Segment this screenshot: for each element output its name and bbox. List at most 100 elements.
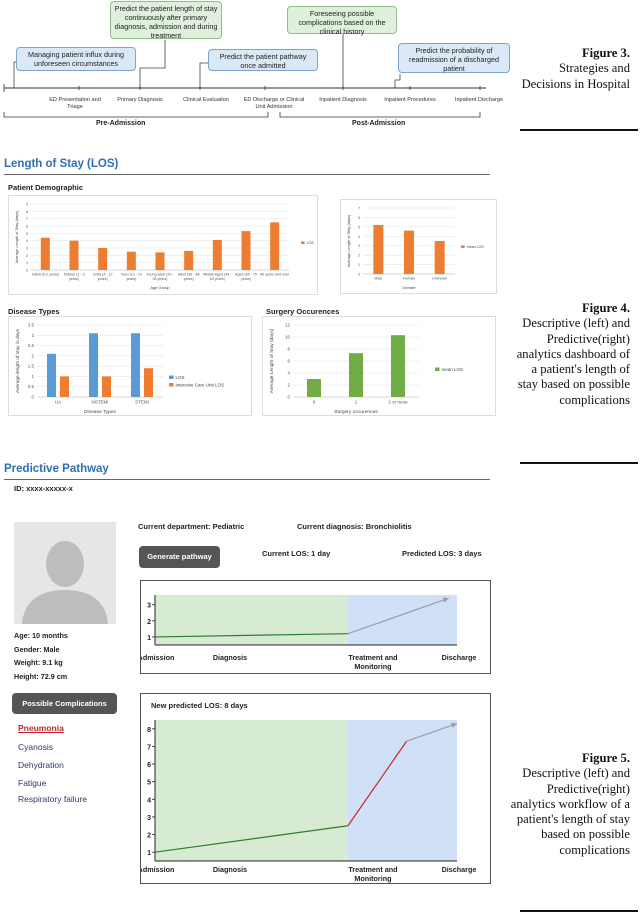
y-tick-label: 2.5 [28, 343, 35, 348]
y-tick-label: 1 [26, 261, 28, 265]
y-tick-label: 4 [147, 797, 151, 804]
age-los-chart: 0 1 2 3 4 5 6 7 8 9 Infant (0-2 years) Toddler (1 -… [14, 203, 314, 291]
x-tick-label: Adult (36 - 48 [178, 273, 200, 277]
y-axis-label: Average length of stay in days [15, 328, 21, 393]
y-tick-label: 1 [147, 635, 151, 642]
y-tick-label: 2 [31, 353, 34, 358]
stage-label: Admission [141, 865, 174, 874]
y-tick-label: 3 [147, 815, 151, 822]
y-tick-label: 5 [26, 232, 28, 236]
y-tick-label: 6 [26, 225, 28, 229]
pre-admission-label: Pre-Admission [96, 120, 146, 127]
pathway-line-current [154, 825, 349, 853]
x-tick-label: 2 or more [388, 400, 408, 405]
legend-swatch [461, 245, 465, 248]
pathway-chart-box: 1 2 3 Admission Diagnosis Treatment and Monito… [138, 580, 491, 674]
callout-readmission: Predict the probability of readmission o… [398, 43, 510, 73]
x-tick-label: NSTEMI [91, 400, 108, 405]
complication-dehydration[interactable]: Dehydration [18, 760, 64, 770]
y-tick-label: 3 [147, 603, 151, 610]
y-tick-label: 4 [287, 371, 290, 376]
x-tick-label: 80 years and over [260, 273, 290, 277]
y-tick-label: 0 [31, 395, 34, 400]
bar [102, 376, 111, 397]
x-tick-label: years) [241, 277, 251, 281]
current-department: Current department: Pediatric [138, 522, 245, 531]
y-tick-label: 8 [147, 727, 151, 734]
stage-label: Admission [141, 653, 174, 662]
legend-swatch [169, 383, 174, 387]
bar [404, 230, 414, 274]
legend-label: mean LOS [442, 367, 464, 372]
x-tick-label: Male [374, 277, 382, 281]
x-tick-label: years) [126, 277, 136, 281]
current-los: Current LOS: 1 day [262, 549, 331, 558]
surgery-chart-box: 0 2 4 6 8 10 12 0 1 2 or more Surgery occurences Av… [262, 316, 496, 416]
patient-avatar [14, 522, 116, 624]
bar [307, 379, 321, 397]
stage-inpatient-procedures: Inpatient Procedures [384, 97, 436, 103]
figure-5-text: Descriptive (left) and Predictive(right)… [510, 766, 630, 857]
bar [47, 353, 56, 397]
figure-5-caption: Figure 5. Descriptive (left) and Predict… [510, 751, 630, 858]
legend-swatch [169, 375, 174, 379]
admission-phase-area [155, 595, 348, 645]
los-section-rule [4, 174, 490, 175]
bar [60, 376, 69, 397]
complication-cyanosis[interactable]: Cyanosis [18, 742, 53, 752]
predicted-los: Predicted LOS: 3 days [402, 549, 482, 558]
current-diagnosis: Current diagnosis: Bronchiolitis [297, 522, 412, 531]
x-tick-label: 64 years) [210, 277, 225, 281]
stage-ed-discharge: ED Discharge or Clinical Unit Admission [243, 97, 305, 110]
gender-los-chart: 0 1 2 3 4 5 6 7 Male Female Unknown Gender Average L… [346, 207, 484, 291]
bar [144, 368, 153, 397]
y-tick-label: 8 [26, 210, 28, 214]
bar [373, 224, 384, 274]
stage-label: Discharge [442, 653, 477, 662]
bar [131, 333, 140, 397]
figure-4-rule [520, 462, 638, 464]
y-tick-label: 7 [358, 207, 360, 211]
post-admission-label: Post-Admission [352, 120, 406, 127]
y-tick-label: 0 [358, 273, 360, 277]
y-tick-label: 8 [287, 347, 290, 352]
x-tick-label: Infant (0-2 years) [32, 273, 59, 277]
figure-3-caption: Figure 3. Strategies and Decisions in Ho… [510, 46, 630, 92]
generate-pathway-button[interactable]: Generate pathway [139, 546, 220, 568]
callout-complications: Foreseeing possible complications based … [287, 6, 397, 36]
y-tick-label: 1 [358, 263, 360, 267]
complication-respiratory-failure[interactable]: Respiratory failure [18, 794, 87, 804]
pathway-line-predicted [406, 722, 458, 742]
pathway-chart: 1 2 3 Admission Diagnosis Treatment andMonito… [138, 595, 477, 671]
x-tick-label: years) [184, 277, 194, 281]
x-tick-label: Teen (13 - 19 [121, 273, 142, 277]
x-tick-label: Toddler (1 - 3 [63, 273, 84, 277]
x-tick-label: years) [98, 277, 108, 281]
y-tick-label: 3 [31, 333, 34, 338]
pathway-section-title: Predictive Pathway [4, 463, 109, 475]
disease-chart-box: 0 0.5 1 1.5 2 2.5 3 3.5 UA NSTEMI STEMI Disease Typ… [8, 316, 252, 416]
y-tick-label: 3.5 [28, 323, 35, 328]
figure-4-label: Figure 4. [581, 301, 630, 315]
callout-predict-los: Predict the patient length of stay conti… [110, 1, 222, 40]
x-tick-label: 0 [313, 400, 316, 405]
bar [241, 231, 251, 270]
legend-swatch [301, 241, 305, 244]
bar [270, 222, 280, 270]
bar [212, 239, 222, 270]
y-tick-label: 2 [147, 619, 151, 626]
possible-complications-button[interactable]: Possible Complications [12, 693, 117, 714]
y-tick-label: 12 [285, 323, 291, 328]
new-pathway-chart-box: New predicted LOS: 8 days 1 2 3 4 5 6 7 8 Admiss… [138, 693, 491, 884]
complication-fatigue[interactable]: Fatigue [18, 778, 47, 788]
x-tick-label: 1 [355, 400, 358, 405]
complication-pneumonia[interactable]: Pneumonia [18, 723, 64, 733]
stage-label: Monitoring [354, 874, 391, 883]
x-tick-label: 35 years) [153, 277, 168, 281]
bar [40, 237, 50, 270]
arrowhead-icon [442, 597, 449, 603]
demographic-title: Patient Demographic [8, 183, 84, 192]
stage-label: Discharge [442, 865, 477, 874]
patient-height: Height: 72.9 cm [14, 672, 68, 681]
y-tick-label: 6 [287, 359, 290, 364]
